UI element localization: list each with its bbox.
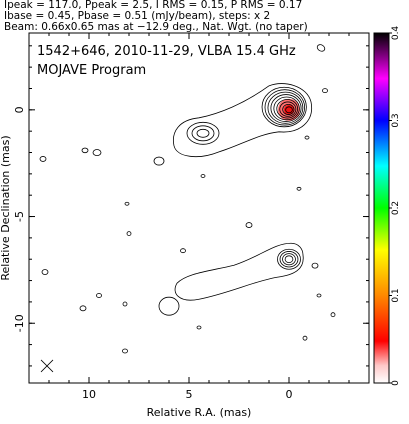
x-tick-label: 0: [286, 388, 293, 401]
noise-contour: [124, 201, 130, 206]
header: Ipeak = 117.0, Ppeak = 2.5, I RMS = 0.15…: [4, 0, 404, 33]
core-contour: [279, 101, 297, 117]
jet-contour: [196, 128, 210, 138]
colorbar: [373, 32, 390, 384]
y-axis-label: Relative Declination (mas): [0, 135, 12, 280]
colorbar-tick-label: 0: [391, 380, 401, 386]
knot-contour: [279, 251, 299, 268]
colorbar-tick-label: 0.2: [391, 201, 401, 215]
noise-contour: [311, 262, 319, 269]
y-tick-label: -10: [13, 314, 26, 332]
chart-title: 1542+646, 2010-11-29, VLBA 15.4 GHz: [37, 44, 296, 59]
x-tick-label: 5: [186, 388, 193, 401]
colorbar-tick-label: 0.4: [391, 26, 401, 41]
noise-contour: [122, 301, 128, 307]
x-axis-label: Relative R.A. (mas): [147, 406, 252, 419]
noise-contour: [316, 44, 326, 52]
core-contour: [285, 106, 293, 114]
core-contour: [270, 94, 302, 122]
noise-contour: [330, 312, 336, 318]
x-tick-label: 10: [82, 388, 96, 401]
noise-contour: [79, 305, 87, 312]
knot-contour: [277, 248, 301, 270]
plot-frame: [28, 32, 370, 384]
noise-contour: [304, 135, 310, 140]
y-tick-label: -5: [13, 211, 26, 222]
jet-outer-contour: [172, 83, 312, 158]
core-contour: [276, 99, 299, 119]
noise-contour: [122, 348, 128, 354]
colorbar-tick-label: 0.1: [391, 288, 401, 302]
knot-contour: [284, 255, 294, 264]
jet-contour: [186, 121, 220, 145]
chart-subtitle: MOJAVE Program: [37, 63, 146, 78]
colorbar-tick-label: 0.3: [391, 113, 401, 127]
y-tick-label: 0: [13, 106, 26, 113]
noise-contour: [39, 156, 47, 162]
noise-contour: [92, 149, 102, 156]
header-line-1: Ipeak = 117.0, Ppeak = 2.5, I RMS = 0.15…: [4, 0, 303, 11]
noise-contour: [302, 335, 308, 341]
knot-contour: [282, 253, 296, 266]
jet-contour: [191, 125, 215, 142]
noise-contour: [153, 156, 165, 166]
core-contour: [282, 103, 295, 115]
noise-contour: [41, 269, 49, 275]
noise-contour: [322, 88, 328, 94]
noise-contour: [196, 325, 202, 330]
beam-marker: [40, 359, 54, 373]
core-contour: [264, 89, 306, 126]
noise-contour: [126, 231, 132, 237]
noise-contour: [245, 222, 253, 228]
noise-contour: [158, 296, 180, 316]
noise-contour: [180, 248, 186, 254]
knot-outer-contour: [174, 242, 304, 301]
noise-contour: [316, 293, 322, 298]
noise-contour: [200, 174, 206, 178]
header-line-2: Ibase = 0.45, Pbase = 0.51 (mJy/beam), s…: [4, 11, 271, 22]
core-contour: [261, 86, 307, 128]
core-contour: [267, 91, 304, 124]
noise-contour: [96, 293, 102, 298]
core-contour: [273, 96, 300, 121]
noise-contour: [81, 147, 89, 154]
header-line-3: Beam: 0.66x0.65 mas at −12.9 deg., Nat. …: [4, 22, 308, 33]
noise-contour: [296, 186, 302, 191]
